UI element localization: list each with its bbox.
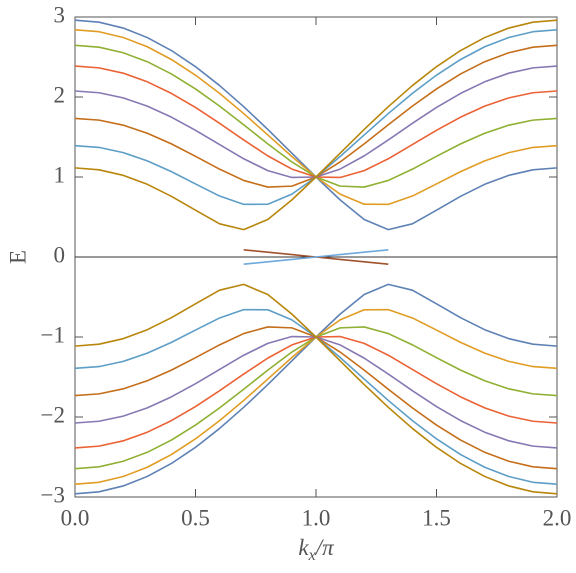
x-label-base: k <box>298 535 309 560</box>
y-tick-label: −1 <box>41 322 65 347</box>
band-line <box>74 283 558 495</box>
band-line <box>74 283 558 495</box>
x-tick-label: 0.5 <box>181 505 210 530</box>
band-line <box>74 29 558 206</box>
y-tick-label: −2 <box>41 402 65 427</box>
band-line <box>74 29 558 206</box>
y-tick-label: 1 <box>54 162 66 187</box>
band-line <box>243 249 389 265</box>
y-tick-label: 2 <box>54 82 66 107</box>
x-tick-label: 1.0 <box>302 505 331 530</box>
band-line <box>74 308 558 485</box>
band-line <box>74 19 558 231</box>
y-axis-label: E <box>5 250 30 264</box>
band-line <box>74 19 558 231</box>
band-line <box>74 326 558 470</box>
band-line <box>74 308 558 485</box>
y-tick-label: −3 <box>41 482 65 507</box>
x-label-rest: /π <box>314 535 335 560</box>
x-tick-label: 2.0 <box>543 505 572 530</box>
y-tick-label: 0 <box>54 242 66 267</box>
band-line <box>74 44 558 188</box>
x-axis-label: kx/π <box>298 535 335 563</box>
y-tick-label: 3 <box>54 2 66 27</box>
band-line <box>74 326 558 470</box>
x-tick-label: 1.5 <box>422 505 451 530</box>
x-tick-label: 0.0 <box>61 505 90 530</box>
band-line <box>74 44 558 188</box>
x-label-subscript: x <box>308 547 316 564</box>
